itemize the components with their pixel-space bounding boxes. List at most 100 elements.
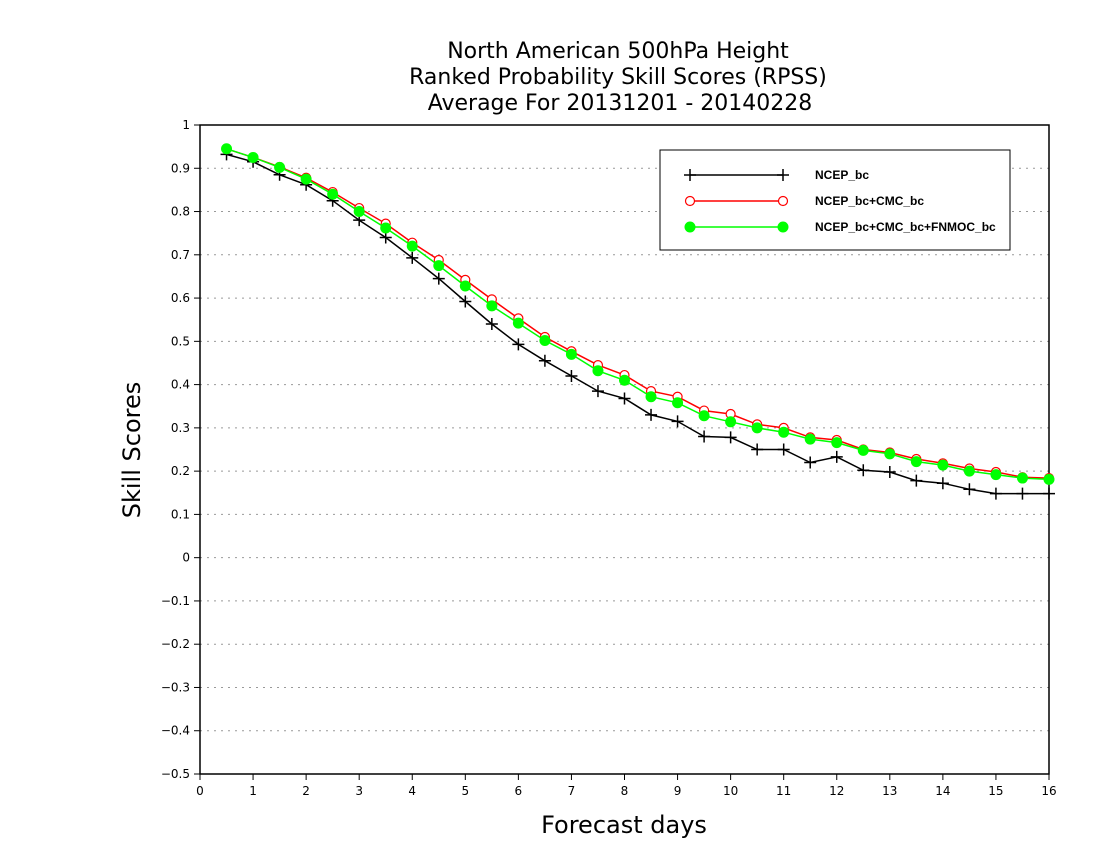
- y-tick-label: 0.6: [171, 291, 190, 305]
- data-point: [565, 348, 577, 360]
- data-point: [486, 300, 498, 312]
- data-point: [247, 151, 259, 163]
- y-tick-label: 1: [182, 118, 190, 132]
- y-tick-label: 0.4: [171, 378, 190, 392]
- data-point: [538, 354, 551, 367]
- data-point: [1016, 472, 1028, 484]
- data-point: [777, 443, 790, 456]
- data-point: [777, 169, 789, 181]
- data-point: [645, 408, 658, 421]
- legend: NCEP_bc NCEP_bc+CMC_bc NCEP_bc+CMC_bc+FNMO…: [659, 149, 1011, 251]
- data-point: [565, 369, 578, 382]
- x-axis-label: Forecast days: [541, 811, 707, 839]
- data-point: [910, 474, 923, 487]
- y-tick-label: 0.7: [171, 248, 190, 262]
- y-tick-label: 0: [182, 551, 190, 565]
- data-point: [804, 433, 816, 445]
- data-point: [777, 221, 789, 233]
- data-point: [1016, 487, 1029, 500]
- data-point: [963, 465, 975, 477]
- x-tick-label: 7: [568, 784, 576, 798]
- series-line: [226, 153, 1049, 495]
- title-line-2: Ranked Probability Skill Scores (RPSS): [409, 65, 827, 90]
- data-point: [459, 280, 471, 292]
- x-axis: 0 1 2 3 4 5 6 7 8 9 10 11 12 13 14 15 16: [196, 774, 1057, 798]
- data-point: [1043, 473, 1055, 485]
- data-point: [725, 416, 737, 428]
- data-point: [459, 295, 472, 308]
- data-point: [1043, 487, 1055, 500]
- gridlines: [200, 167, 1049, 732]
- x-tick-label: 12: [829, 784, 844, 798]
- data-point: [485, 318, 498, 331]
- x-tick-label: 11: [776, 784, 791, 798]
- data-point: [406, 251, 419, 264]
- data-point: [684, 195, 696, 207]
- x-tick-label: 14: [935, 784, 950, 798]
- data-point: [380, 222, 392, 234]
- y-tick-label: 0.5: [171, 334, 190, 348]
- data-point: [539, 334, 551, 346]
- data-point: [671, 415, 684, 428]
- x-tick-label: 15: [988, 784, 1003, 798]
- x-tick-label: 9: [674, 784, 682, 798]
- series-ncep-bc: [220, 148, 1055, 500]
- data-point: [936, 477, 949, 490]
- legend-label: NCEP_bc: [815, 168, 869, 182]
- x-tick-label: 2: [302, 784, 310, 798]
- data-point: [751, 422, 763, 434]
- data-point: [672, 397, 684, 409]
- data-point: [379, 231, 392, 244]
- y-tick-label: −0.2: [161, 637, 190, 651]
- data-point: [221, 143, 233, 155]
- x-tick-label: 1: [249, 784, 257, 798]
- y-tick-label: 0.2: [171, 464, 190, 478]
- data-point: [910, 456, 922, 468]
- data-point: [698, 430, 711, 443]
- data-point: [591, 385, 604, 398]
- data-point: [857, 464, 870, 477]
- data-point: [645, 391, 657, 403]
- data-point: [684, 221, 696, 233]
- y-axis-label: Skill Scores: [118, 382, 146, 519]
- title-line-1: North American 500hPa Height: [447, 39, 789, 64]
- x-tick-label: 8: [621, 784, 629, 798]
- data-point: [353, 206, 365, 218]
- data-point: [990, 469, 1002, 481]
- x-tick-label: 0: [196, 784, 204, 798]
- y-tick-label: 0.1: [171, 507, 190, 521]
- data-point: [777, 195, 789, 207]
- data-point: [619, 374, 630, 386]
- data-point: [274, 161, 286, 173]
- legend-label: NCEP_bc+CMC_bc: [815, 194, 924, 208]
- data-point: [989, 487, 1002, 500]
- y-tick-label: −0.4: [161, 724, 190, 738]
- chart-title: North American 500hPa Height Ranked Prob…: [409, 39, 827, 116]
- data-point: [751, 443, 764, 456]
- data-point: [592, 365, 604, 377]
- data-point: [512, 338, 525, 351]
- data-point: [778, 426, 790, 438]
- x-tick-label: 10: [723, 784, 738, 798]
- data-point: [724, 431, 737, 444]
- y-tick-label: −0.1: [161, 594, 190, 608]
- data-point: [831, 437, 843, 449]
- series: [220, 143, 1055, 500]
- x-tick-label: 13: [882, 784, 897, 798]
- x-tick-label: 4: [408, 784, 416, 798]
- data-point: [963, 483, 976, 496]
- data-point: [830, 450, 843, 463]
- data-point: [804, 456, 817, 469]
- x-tick-label: 16: [1041, 784, 1056, 798]
- x-tick-label: 6: [515, 784, 523, 798]
- data-point: [327, 188, 339, 200]
- data-point: [857, 444, 869, 456]
- data-point: [618, 392, 631, 405]
- y-tick-label: 0.8: [171, 205, 190, 219]
- data-point: [883, 465, 896, 478]
- y-tick-label: 0.9: [171, 161, 190, 175]
- y-tick-label: −0.3: [161, 680, 190, 694]
- legend-box: [659, 149, 1011, 251]
- legend-label: NCEP_bc+CMC_bc+FNMOC_bc: [815, 220, 996, 234]
